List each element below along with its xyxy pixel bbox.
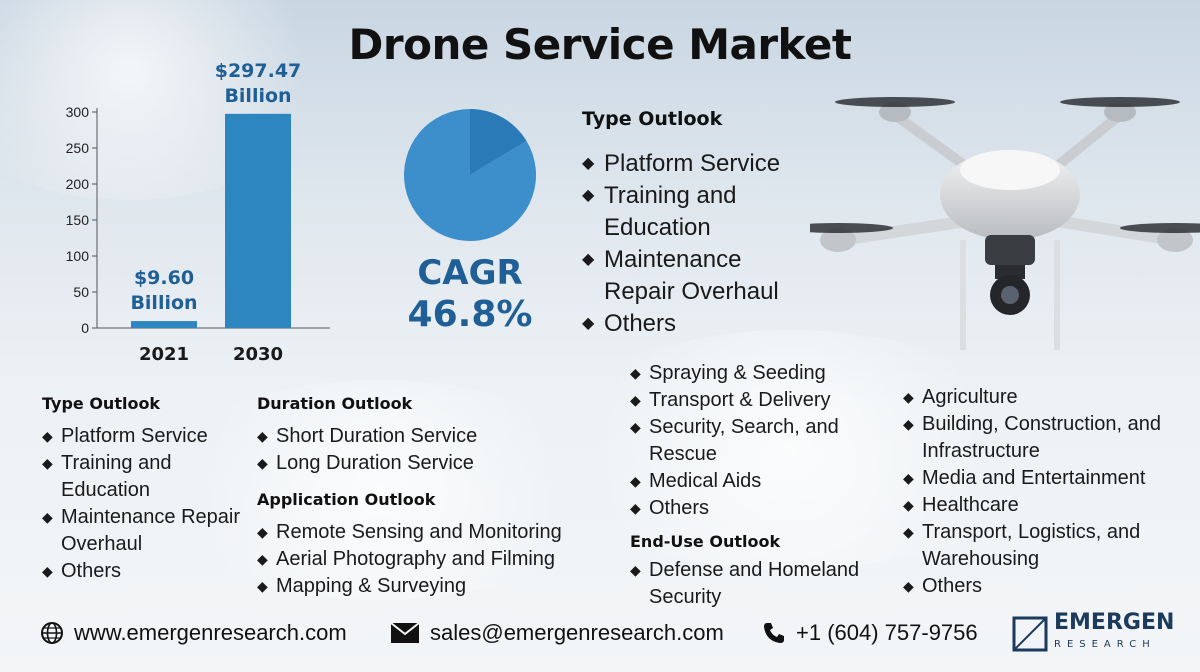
- list-item: Training and Education: [42, 450, 242, 504]
- duration-outlook: Duration Outlook Short Duration ServiceL…: [257, 394, 617, 477]
- pie-chart: [404, 109, 536, 242]
- duration-outlook-header: Duration Outlook: [257, 394, 413, 413]
- pie-slice-cagr: [470, 109, 527, 175]
- list-item: Maintenance Repair Overhaul: [582, 244, 812, 308]
- footer-phone-text: +1 (604) 757-9756: [796, 620, 978, 645]
- y-tick-label: 0: [81, 320, 89, 336]
- y-tick-label: 200: [66, 176, 90, 192]
- list-item: Training and Education: [582, 180, 812, 244]
- list-item: Remote Sensing and Monitoring: [257, 519, 617, 546]
- list-item: Platform Service: [42, 423, 242, 450]
- bar-data-label: Billion: [224, 85, 291, 107]
- y-tick-label: 100: [66, 248, 90, 264]
- end-use-outlook-list: Defense and Homeland Security: [630, 557, 870, 611]
- mail-icon: [390, 622, 420, 643]
- bar-chart: 0 50 100 150 200 250 300 2021 $9.60 Billion 2030 $2…: [66, 60, 330, 365]
- logo-mark-icon: [1012, 616, 1048, 652]
- list-item: Long Duration Service: [257, 450, 617, 477]
- list-item: Medical Aids: [630, 468, 870, 495]
- logo-text: EMERGEN RESEARCH: [1054, 612, 1174, 656]
- type-outlook-header: Type Outlook: [42, 394, 161, 413]
- list-item: Defense and Homeland Security: [630, 557, 870, 611]
- type-outlook-list: Platform ServiceTraining and EducationMa…: [42, 423, 242, 585]
- y-tick-label: 250: [66, 140, 90, 156]
- page-title: Drone Service Market: [348, 20, 852, 69]
- application-outlook-list: Remote Sensing and MonitoringAerial Phot…: [257, 519, 617, 600]
- logo-name: EMERGEN: [1054, 610, 1175, 635]
- list-item: Maintenance Repair Overhaul: [42, 504, 242, 558]
- globe-icon: [41, 622, 63, 644]
- list-item: Transport, Logistics, and Warehousing: [903, 519, 1183, 573]
- bar-2030: [225, 113, 291, 329]
- type-outlook: Type Outlook Platform ServiceTraining an…: [42, 394, 242, 585]
- list-item: Building, Construction, and Infrastructu…: [903, 411, 1183, 465]
- list-item: Platform Service: [582, 148, 812, 180]
- cagr-title: CAGR: [417, 253, 523, 293]
- end-use-outlook: End-Use Outlook Defense and Homeland Sec…: [630, 532, 870, 611]
- list-item: Mapping & Surveying: [257, 573, 617, 600]
- end-use-outlook-header: End-Use Outlook: [630, 532, 781, 551]
- list-item: Others: [42, 558, 242, 585]
- pie-slice-main: [404, 109, 536, 242]
- right-type-outlook-list: Platform ServiceTraining and EducationMa…: [582, 148, 812, 340]
- list-item: Spraying & Seeding: [630, 360, 870, 387]
- bar-data-label: Billion: [130, 292, 197, 314]
- application-outlook-cont: Spraying & SeedingTransport & DeliverySe…: [630, 360, 870, 522]
- y-tick-label: 300: [66, 104, 90, 120]
- y-tick-label: 150: [66, 212, 90, 228]
- x-tick-label: 2021: [139, 344, 189, 365]
- drone-image: [810, 97, 1200, 350]
- cagr-label: CAGR 46.8%: [395, 252, 545, 336]
- footer-email[interactable]: sales@emergenresearch.com: [390, 620, 724, 646]
- list-item: Short Duration Service: [257, 423, 617, 450]
- list-item: Others: [903, 573, 1183, 600]
- footer: www.emergenresearch.com sales@emergenres…: [0, 612, 1200, 657]
- end-use-outlook-cont: AgricultureBuilding, Construction, and I…: [903, 384, 1183, 600]
- footer-website-text: www.emergenresearch.com: [74, 620, 347, 645]
- list-item: Aerial Photography and Filming: [257, 546, 617, 573]
- footer-email-text: sales@emergenresearch.com: [430, 620, 724, 645]
- list-item: Security, Search, and Rescue: [630, 414, 870, 468]
- right-type-outlook-header: Type Outlook: [582, 108, 723, 130]
- list-item: Healthcare: [903, 492, 1183, 519]
- y-tick-label: 50: [73, 284, 89, 300]
- bar-data-label: $297.47: [215, 60, 302, 82]
- x-tick-label: 2030: [233, 344, 283, 365]
- right-type-outlook: Type Outlook Platform ServiceTraining an…: [582, 108, 812, 340]
- footer-phone[interactable]: +1 (604) 757-9756: [762, 620, 978, 646]
- duration-outlook-list: Short Duration ServiceLong Duration Serv…: [257, 423, 617, 477]
- application-outlook: Application Outlook Remote Sensing and M…: [257, 490, 617, 600]
- application-outlook-header: Application Outlook: [257, 490, 436, 509]
- application-outlook-cont-list: Spraying & SeedingTransport & DeliverySe…: [630, 360, 870, 522]
- cagr-value: 46.8%: [407, 294, 533, 335]
- list-item: Others: [582, 308, 812, 340]
- emergen-logo: EMERGEN RESEARCH: [1012, 612, 1174, 656]
- list-item: Media and Entertainment: [903, 465, 1183, 492]
- list-item: Transport & Delivery: [630, 387, 870, 414]
- list-item: Others: [630, 495, 870, 522]
- list-item: Agriculture: [903, 384, 1183, 411]
- footer-website[interactable]: www.emergenresearch.com: [40, 620, 347, 646]
- phone-icon: [764, 623, 784, 643]
- bar-2021: [131, 321, 197, 328]
- end-use-outlook-cont-list: AgricultureBuilding, Construction, and I…: [903, 384, 1183, 600]
- bar-data-label: $9.60: [134, 267, 194, 289]
- logo-sub: RESEARCH: [1054, 639, 1156, 650]
